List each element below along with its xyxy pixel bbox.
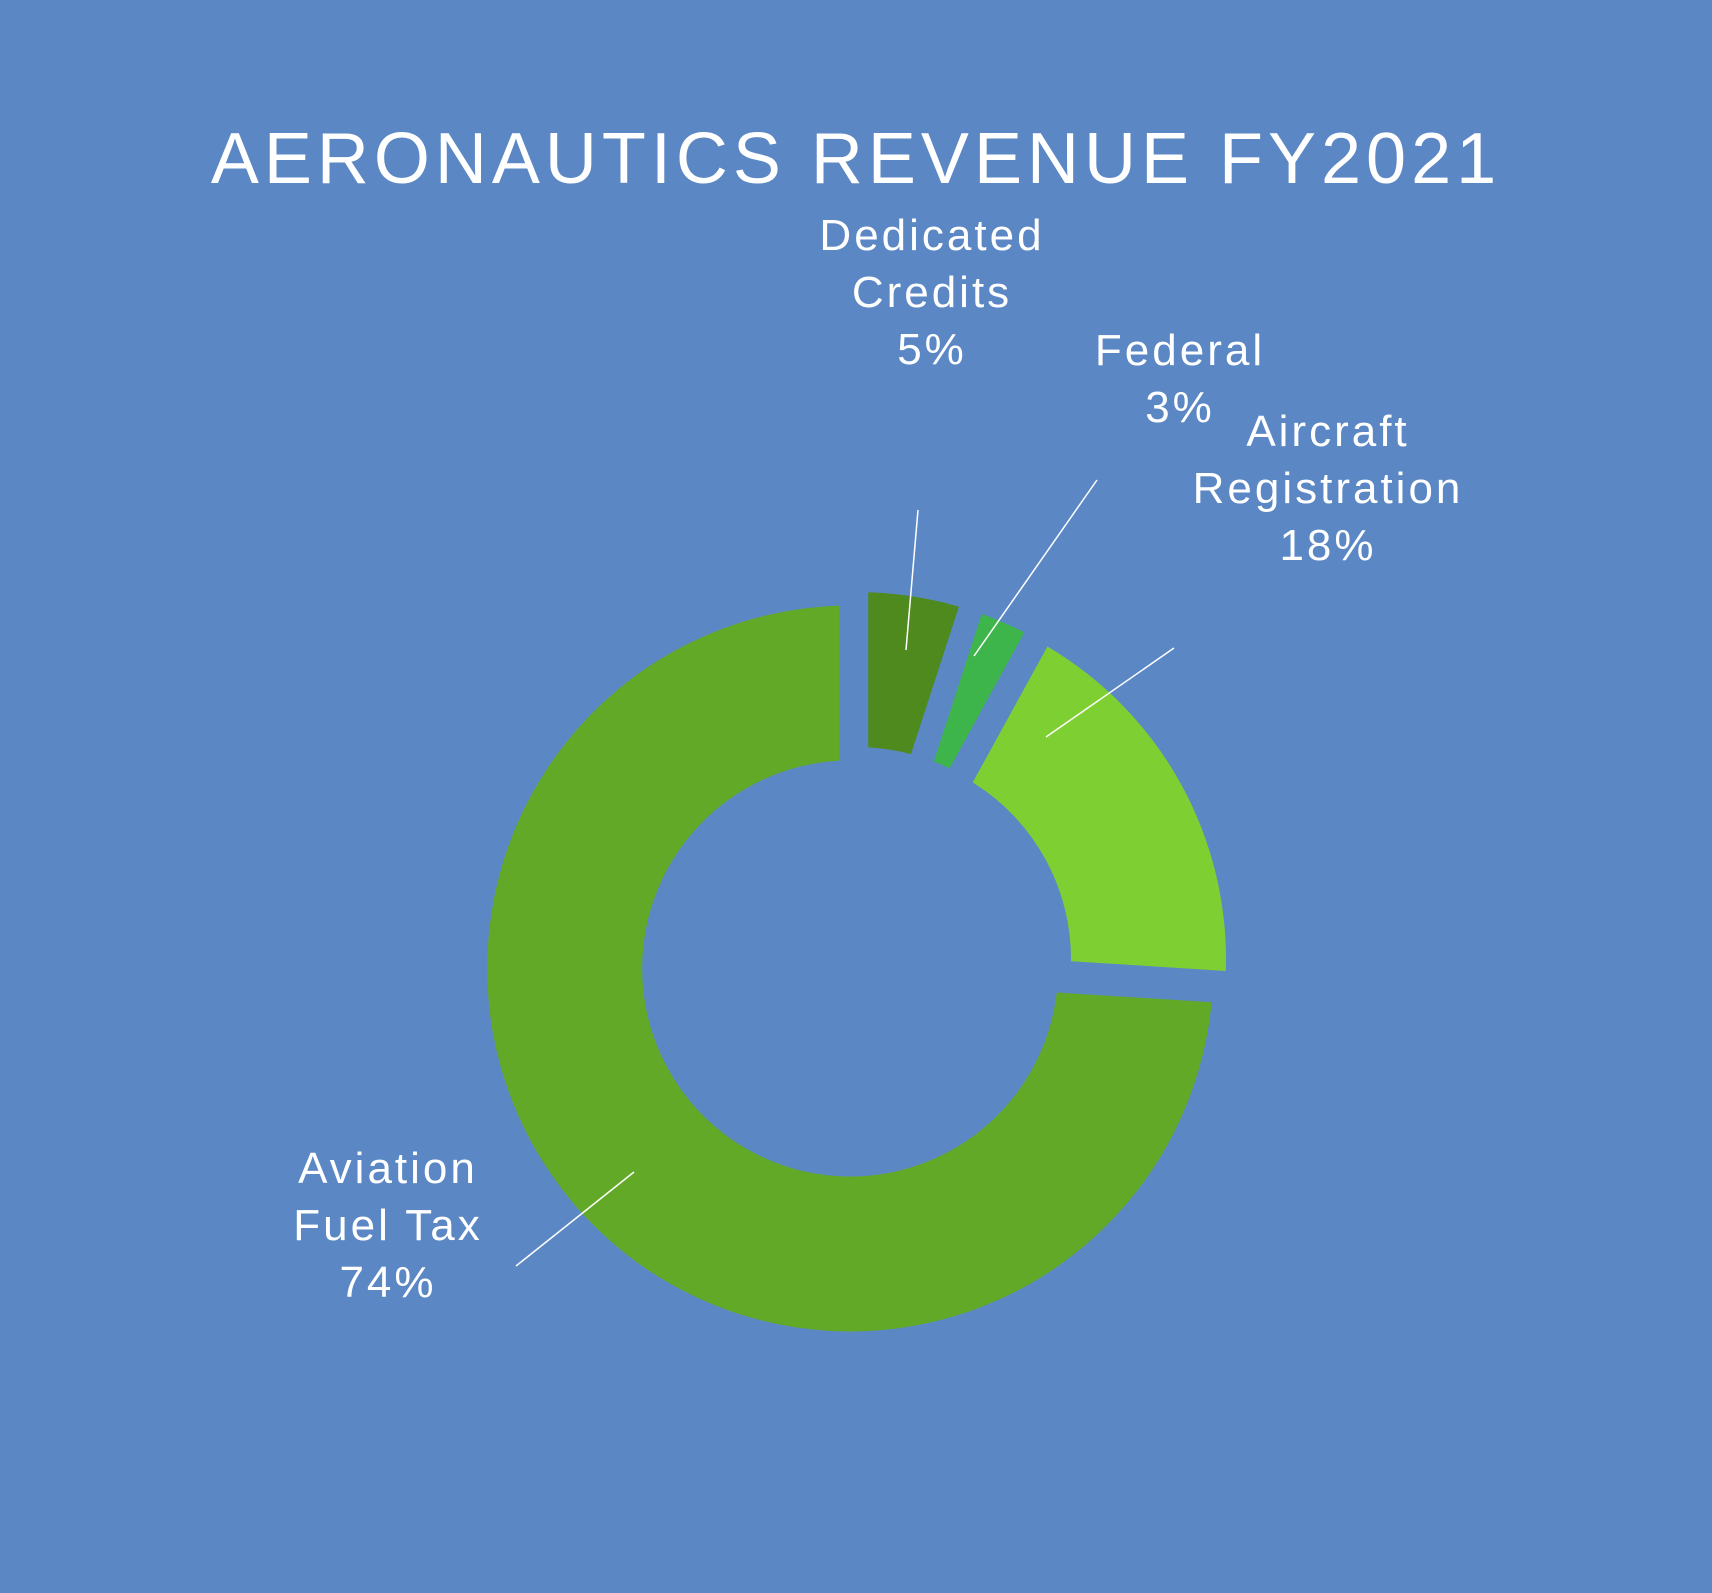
leader-line bbox=[515, 1171, 635, 1267]
donut-slice-federal bbox=[933, 613, 1025, 769]
donut-slice-dedicated-credits bbox=[868, 592, 959, 755]
leader-line bbox=[1045, 647, 1175, 738]
slice-value-label: 3% bbox=[1145, 383, 1215, 432]
slice-name-label: Registration bbox=[1193, 464, 1464, 513]
slice-name-label: Dedicated bbox=[819, 211, 1044, 260]
slice-value-label: 5% bbox=[897, 325, 967, 374]
slice-name-label: Federal bbox=[1095, 326, 1265, 375]
slice-value-label: 18% bbox=[1279, 521, 1376, 570]
slice-name-label: Aircraft bbox=[1246, 407, 1409, 456]
slice-name-label: Fuel Tax bbox=[293, 1201, 483, 1250]
chart-title: AERONAUTICS REVENUE FY2021 bbox=[210, 119, 1502, 199]
donut-slice-aircraft-registration bbox=[972, 646, 1227, 971]
slice-value-label: 74% bbox=[339, 1258, 436, 1307]
slice-name-label: Aviation bbox=[298, 1144, 478, 1193]
donut-slice-aviation-fuel-tax bbox=[487, 605, 1212, 1332]
leader-line bbox=[905, 509, 919, 651]
slice-name-label: Credits bbox=[852, 268, 1012, 317]
leader-line bbox=[973, 479, 1098, 657]
